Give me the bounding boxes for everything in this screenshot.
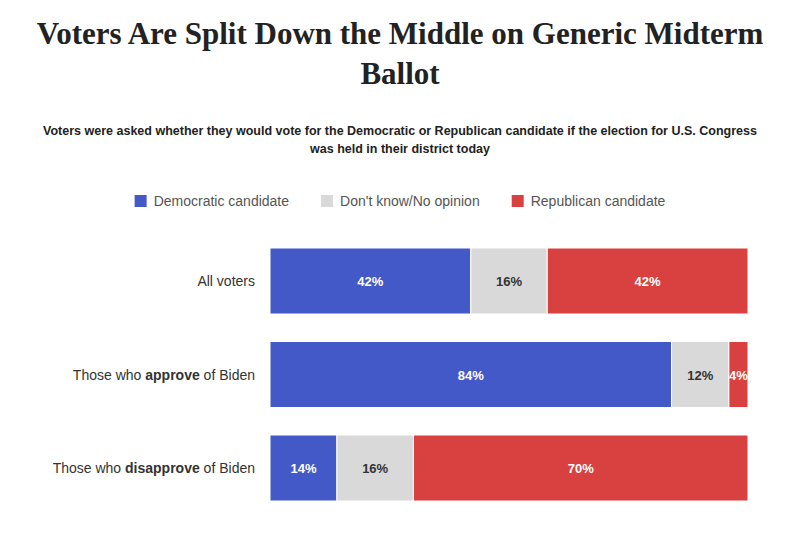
bar-segment xyxy=(729,342,748,408)
bar-segment xyxy=(270,248,471,314)
category-label: Those who disapprove of Biden xyxy=(53,460,255,476)
bar-segment xyxy=(337,435,413,501)
bar-segment xyxy=(547,248,748,314)
data-label: 16% xyxy=(362,461,388,476)
data-label: 70% xyxy=(568,461,594,476)
legend-swatch xyxy=(512,195,524,207)
legend-swatch xyxy=(135,195,147,207)
data-labels: 42% 16% 42% 84% 12% 4% 14% 16% 70% xyxy=(290,274,748,476)
chart: Democratic candidate Don't know/No opinio… xyxy=(0,0,800,541)
category-label: All voters xyxy=(197,273,255,289)
bar-segment xyxy=(672,342,729,408)
data-label: 42% xyxy=(357,274,383,289)
bar-segment xyxy=(413,435,748,501)
legend-label: Don't know/No opinion xyxy=(340,193,480,209)
data-label: 42% xyxy=(635,274,661,289)
data-label: 84% xyxy=(458,368,484,383)
category-label: Those who approve of Biden xyxy=(73,367,255,383)
legend-label: Republican candidate xyxy=(531,193,666,209)
bar-segment xyxy=(471,248,547,314)
data-label: 4% xyxy=(729,368,748,383)
data-label: 16% xyxy=(496,274,522,289)
bars xyxy=(270,248,748,501)
data-label: 12% xyxy=(687,368,713,383)
legend-label: Democratic candidate xyxy=(154,193,290,209)
legend-swatch xyxy=(321,195,333,207)
bar-segment xyxy=(270,435,337,501)
bar-segment xyxy=(270,342,672,408)
subtitle: Voters were asked whether they would vot… xyxy=(40,122,760,158)
data-label: 14% xyxy=(290,461,316,476)
title: Voters Are Split Down the Middle on Gene… xyxy=(20,14,780,94)
legend: Democratic candidate Don't know/No opinio… xyxy=(135,193,666,209)
category-labels: All voters Those who approve of Biden Thos… xyxy=(53,273,255,476)
